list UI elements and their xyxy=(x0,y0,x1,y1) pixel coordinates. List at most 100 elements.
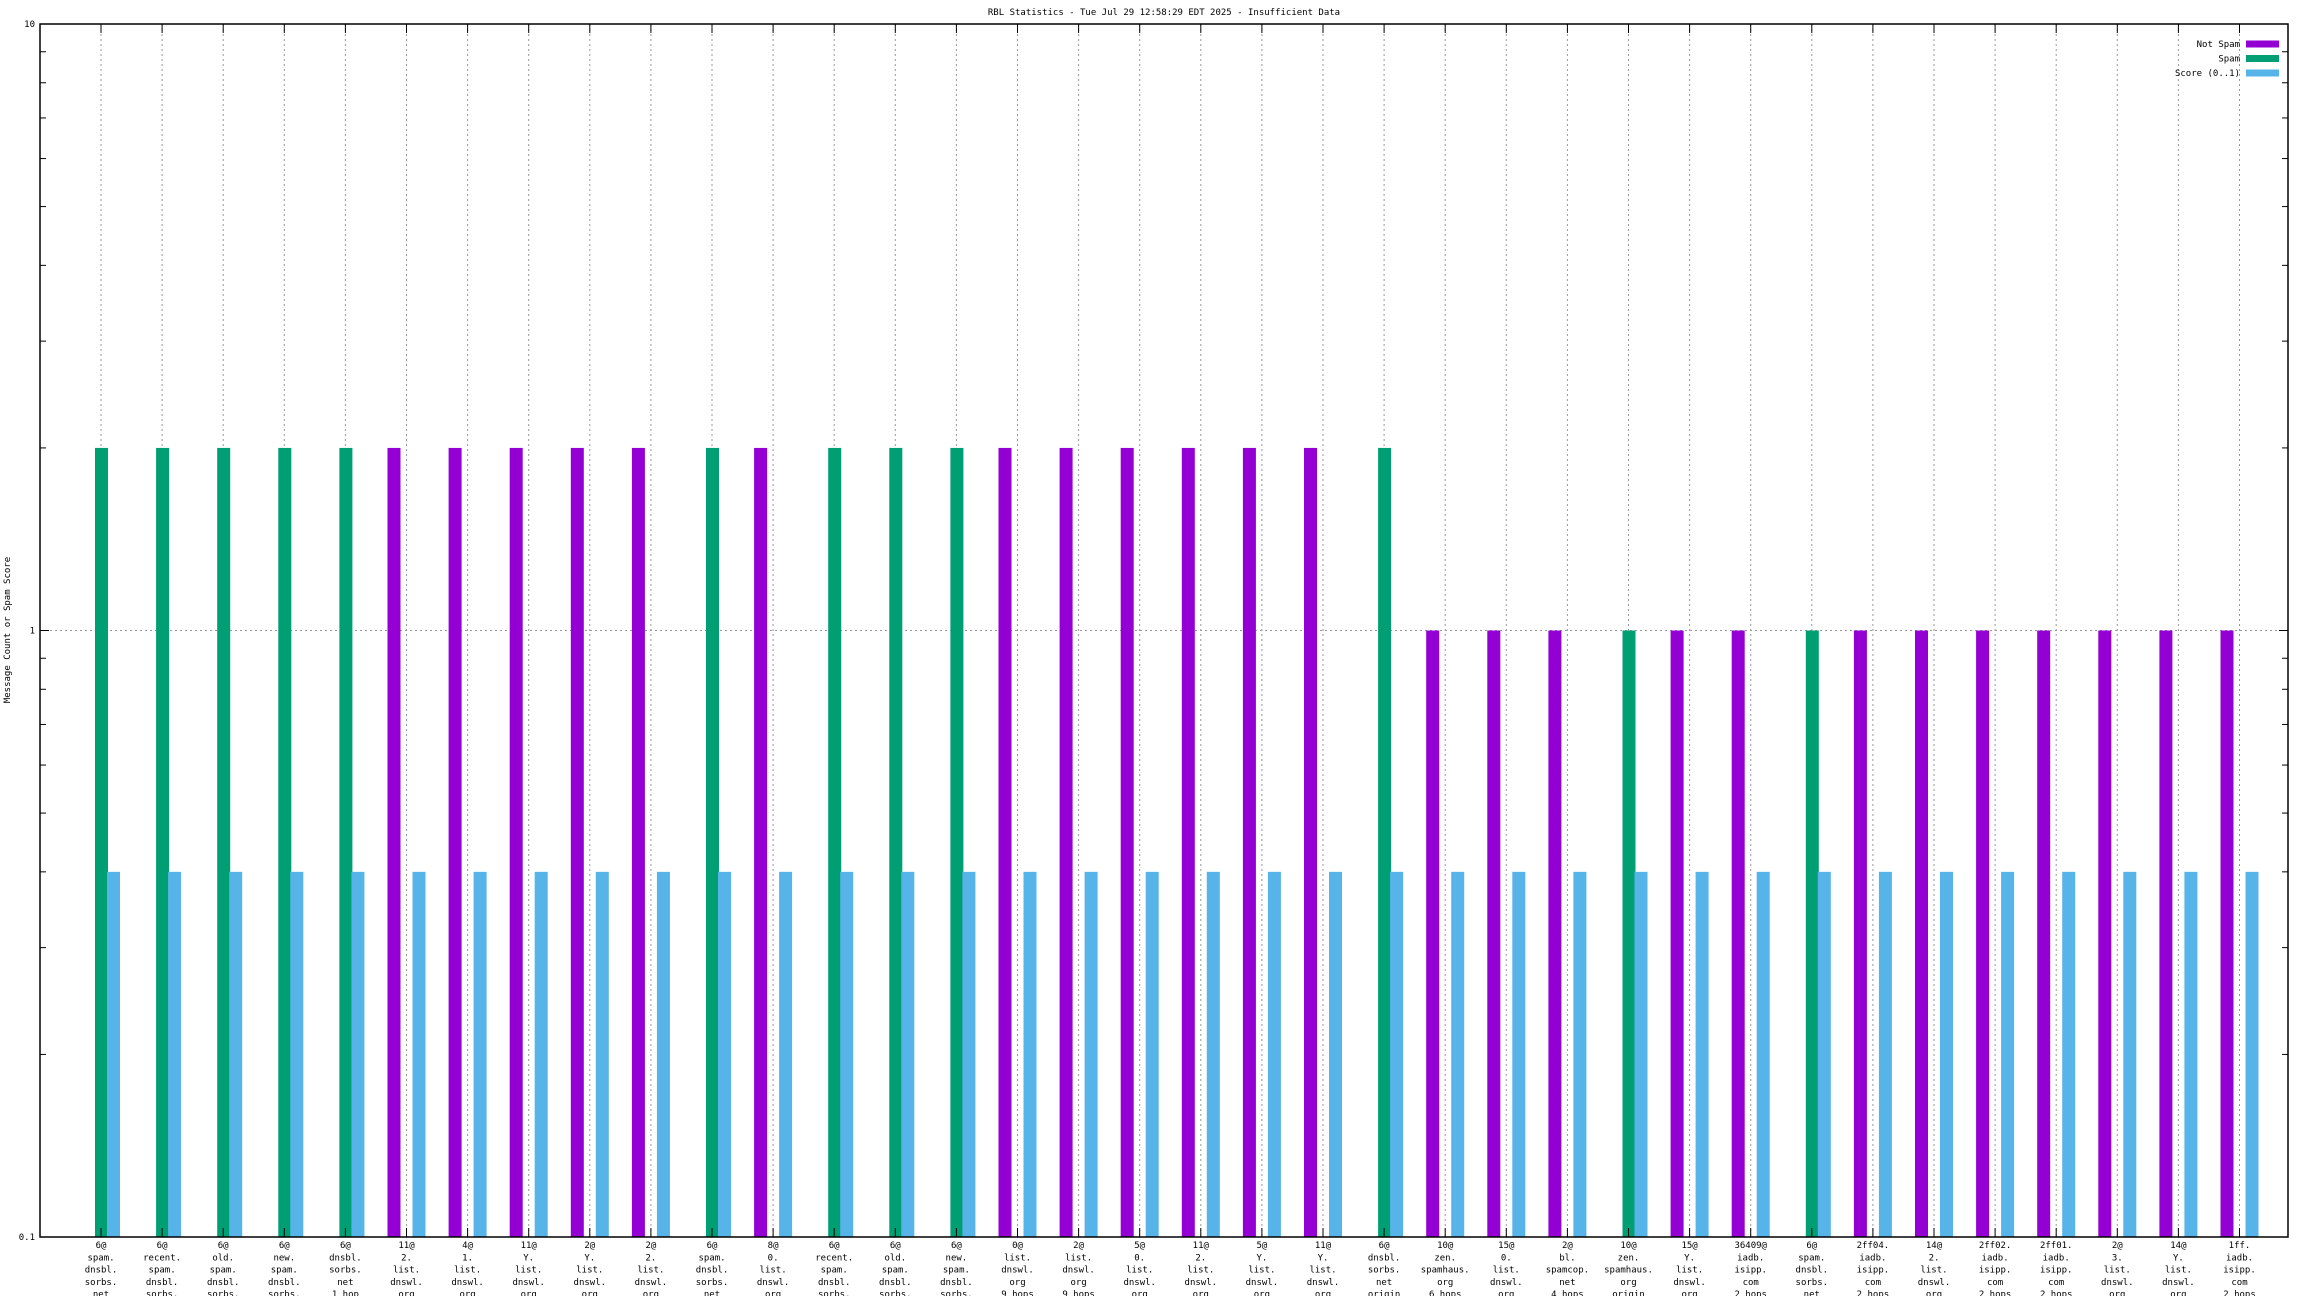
x-tick-label-line: dnsbl. xyxy=(85,1266,118,1276)
x-tick-label-line: 36409@ xyxy=(1734,1241,1767,1251)
x-tick-label-line: org xyxy=(521,1290,537,1296)
x-tick-label-line: com xyxy=(1743,1278,1759,1288)
x-tick-label-line: spam. xyxy=(210,1266,237,1276)
x-tick-label-line: net xyxy=(1559,1278,1575,1288)
x-tick-label-line: org xyxy=(1926,1290,1942,1296)
x-tick-label-line: net xyxy=(337,1278,353,1288)
x-tick-label-line: list. xyxy=(2104,1266,2131,1276)
bar-spam xyxy=(156,447,170,1237)
x-tick-label-line: 6@ xyxy=(890,1241,901,1251)
x-tick-label-line: origin xyxy=(1368,1290,1401,1296)
x-tick-label-line: spam. xyxy=(271,1266,298,1276)
chart-title: RBL Statistics - Tue Jul 29 12:58:29 EDT… xyxy=(988,8,1340,18)
bar-spam xyxy=(339,447,353,1237)
grid xyxy=(40,24,2288,1237)
bar-score xyxy=(2123,871,2137,1237)
x-tick-label-line: Y. xyxy=(523,1253,534,1263)
bar-spam xyxy=(278,447,292,1237)
bar-score xyxy=(1756,871,1770,1237)
bar-score xyxy=(473,871,487,1237)
x-tick-label-line: com xyxy=(2048,1278,2064,1288)
x-tick-label-line: org xyxy=(1315,1290,1331,1296)
bar-score xyxy=(1695,871,1709,1237)
bar-score xyxy=(1267,871,1281,1237)
x-tick-label: 2ff02. iadb. isipp. com 2 hops xyxy=(1979,1241,2012,1296)
x-tick-label-line: 2@ xyxy=(1073,1241,1084,1251)
x-tick-label-line: 0. xyxy=(1501,1253,1512,1263)
x-tick-label-line: isipp. xyxy=(2223,1266,2256,1276)
bar-not-spam xyxy=(998,447,1012,1237)
axis-ticks: 10 1 0.1 xyxy=(19,20,2288,1243)
x-tick-label-line: 1ff. xyxy=(2229,1241,2251,1251)
x-tick-label-line: origin xyxy=(1612,1290,1645,1296)
x-tick-label-line: list. xyxy=(1248,1266,1275,1276)
x-tick-label-line: org xyxy=(2170,1290,2186,1296)
bar-not-spam xyxy=(387,447,401,1237)
x-tick-label-line: list. xyxy=(1004,1253,1031,1263)
x-tick-label: 10@ zen. spamhaus. org 6 hops xyxy=(1421,1241,1470,1296)
y-axis-label: Message Count or Spam Score xyxy=(3,557,13,703)
x-tick-label-line: list. xyxy=(1187,1266,1214,1276)
x-tick-label-line: dnswl. xyxy=(574,1278,607,1288)
x-tick-label-line: spam. xyxy=(943,1266,970,1276)
x-tick-label-line: 2. xyxy=(1929,1253,1940,1263)
x-tick-label-line: dnswl. xyxy=(512,1278,545,1288)
bar-not-spam xyxy=(1487,630,1501,1237)
bar-not-spam xyxy=(1242,447,1256,1237)
bar-spam xyxy=(1622,630,1636,1237)
x-tick-label-line: 15@ xyxy=(1498,1241,1515,1251)
x-tick-label-line: dnswl. xyxy=(1673,1278,1706,1288)
bar-not-spam xyxy=(509,447,523,1237)
x-tick-label: 2ff01. iadb. isipp. com 2 hops xyxy=(2040,1241,2073,1296)
x-tick-label-line: sorbs. xyxy=(696,1278,729,1288)
bar-score xyxy=(412,871,426,1237)
y-tick-label: 10 xyxy=(24,20,35,30)
y-tick-label: 0.1 xyxy=(19,1233,35,1243)
x-tick-label-line: 2. xyxy=(401,1253,412,1263)
bar-score xyxy=(656,871,670,1237)
x-tick-label-line: list. xyxy=(454,1266,481,1276)
x-tick-label-line: org xyxy=(1070,1278,1086,1288)
x-tick-label-line: dnsbl. xyxy=(879,1278,912,1288)
x-tick-label-line: iadb. xyxy=(1859,1253,1886,1263)
x-tick-label-line: 2ff04. xyxy=(1857,1241,1890,1251)
x-tick-label-line: net xyxy=(1376,1278,1392,1288)
bar-score xyxy=(1145,871,1159,1237)
x-tick-label-line: dnswl. xyxy=(451,1278,484,1288)
x-tick-label-line: 11@ xyxy=(1193,1241,1210,1251)
x-tick-label-line: dnswl. xyxy=(390,1278,423,1288)
x-tick-label-line: 2ff02. xyxy=(1979,1241,2012,1251)
bar-score xyxy=(962,871,976,1237)
x-tick-label-line: sorbs. xyxy=(329,1266,362,1276)
x-tick-label-line: spam. xyxy=(87,1253,114,1263)
x-tick-label-line: 10@ xyxy=(1620,1241,1637,1251)
bar-score xyxy=(1573,871,1587,1237)
x-tick-label-line: 10@ xyxy=(1437,1241,1454,1251)
x-tick-label-line: dnswl. xyxy=(1123,1278,1156,1288)
bar-score xyxy=(1206,871,1220,1237)
x-tick-label-line: iadb. xyxy=(1737,1253,1764,1263)
bar-score xyxy=(534,871,548,1237)
x-tick-label-line: dnswl. xyxy=(757,1278,790,1288)
bar-score xyxy=(1817,871,1831,1237)
x-tick-label: 36409@ iadb. isipp. com 2 hops xyxy=(1734,1241,1767,1296)
x-tick-label-line: old. xyxy=(884,1253,906,1263)
x-tick-label-line: 6@ xyxy=(1806,1241,1817,1251)
x-tick-label-line: Y. xyxy=(1256,1253,1267,1263)
x-tick-label-line: dnswl. xyxy=(1001,1266,1034,1276)
x-tick-label-line: 8@ xyxy=(768,1241,779,1251)
bar-not-spam xyxy=(1548,630,1562,1237)
x-tick-label-line: spam. xyxy=(821,1266,848,1276)
x-tick-label-line: spamhaus. xyxy=(1421,1266,1470,1276)
x-tick-label-line: list. xyxy=(1126,1266,1153,1276)
x-tick-label-line: sorbs. xyxy=(1796,1278,1829,1288)
x-tick-label-line: 4 hops xyxy=(1551,1290,1584,1296)
x-tick-label-line: 2 hops xyxy=(2223,1290,2256,1296)
